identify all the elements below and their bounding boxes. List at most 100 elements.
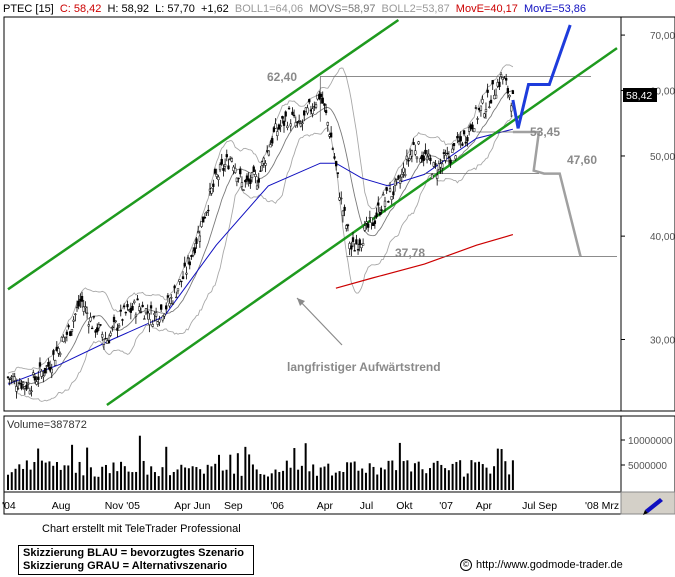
price-bar-body [329,132,333,138]
price-bar-162 [279,119,282,133]
scenario-sketches [511,24,582,258]
scenario-gray-path [512,130,582,258]
trend-channel [7,18,618,407]
price-bar-201 [345,223,348,232]
price-bar-body [282,120,286,126]
price-bar-body [234,168,237,173]
website-credit[interactable]: © http://www.godmode-trader.de [460,559,623,571]
y-axis-strip [620,16,675,412]
volume-bar-19 [78,461,81,490]
price-bar-body [412,142,415,145]
price-bar-body [289,123,292,127]
price-bar-235 [402,162,405,178]
volume-bar-130 [496,448,499,490]
price-bar-165 [284,110,287,122]
price-bar-body [355,239,358,245]
volume-bar-62 [240,475,243,490]
price-bar-255 [436,169,439,186]
volume-bar-52 [202,473,205,490]
x-tick-label-7: Jul [360,500,373,512]
price-bar-146 [252,164,255,173]
volume-bar-134 [511,460,514,490]
volume-bar-84 [323,466,326,490]
price-bar-199 [341,210,345,223]
price-bar-body [419,158,422,163]
volume-bar-116 [444,468,447,490]
price-bar-81 [143,315,146,320]
vol-tick-label-1: 5000000 [628,461,667,472]
price-bar-234 [400,168,403,182]
volume-bar-41 [161,467,164,490]
volume-bar-36 [142,460,145,490]
price-bar-238 [407,157,410,167]
price-bar-206 [353,243,356,252]
annot-level-5345: 53,45 [530,125,560,139]
price-bar-body [378,211,382,216]
price-bar-73 [129,302,133,320]
price-bar-body [314,104,318,108]
x-tick-label-0: '04 [2,500,16,512]
header-high: H: 58,92 [107,3,149,15]
price-bar-164 [282,116,286,133]
price-bar-190 [326,121,329,132]
price-bar-157 [271,135,274,147]
volume-bar-45 [176,469,179,490]
price-bar-body [101,334,104,338]
price-bar-76 [134,312,138,324]
volume-bar-42 [165,446,168,490]
price-bar-19 [38,357,42,371]
price-bar-body [400,174,403,178]
header-change: +1,62 [201,3,229,15]
price-bar-15 [32,369,35,379]
price-bar-body [382,194,385,196]
price-bar-body [461,143,464,146]
price-bar-9 [21,381,25,390]
price-bar-body [215,174,218,177]
price-bar-219 [375,207,378,219]
price-bar-body [286,125,289,128]
price-bar-36 [67,323,70,330]
header-move-red: MovE=40,17 [456,3,518,15]
price-bar-156 [269,140,272,148]
legend-gray: Skizzierung GRAU = Alternativszenario [23,560,228,572]
price-bar-body [436,174,439,179]
price-bar-22 [43,367,47,376]
price-bar-body [89,317,92,322]
x-tick-label-1: Aug [52,500,71,512]
price-bar-body [476,118,479,120]
price-bar-263 [449,157,452,168]
header-symbol: PTEC [15] [3,3,54,15]
price-bar-body [442,152,446,154]
price-bar-body [90,327,94,330]
website-url[interactable]: http://www.godmode-trader.de [476,559,623,571]
price-bar-body [163,313,166,317]
price-bar-175 [301,119,304,131]
price-bar-225 [385,186,388,194]
price-bar-body [447,156,451,159]
price-bar-body [351,237,355,242]
draw-pen-icon[interactable] [643,498,663,515]
price-bar-body [245,175,249,180]
volume-bar-61 [236,453,239,490]
price-bar-170 [292,109,296,119]
price-bar-body [264,163,267,166]
price-bar-224 [383,196,387,213]
price-bar-158 [272,126,276,133]
price-bar-body [154,312,158,317]
price-bar-155 [267,150,271,157]
price-bar-47 [85,306,89,319]
price-bar-body [43,367,47,374]
volume-bar-81 [312,464,315,490]
price-bar-250 [427,149,430,160]
volume-bar-51 [199,469,202,490]
price-bar-body [269,144,272,148]
annot-trend-label: langfristiger Aufwärtstrend [287,360,441,374]
volume-bar-14 [59,469,62,490]
volume-label: Volume=387872 [7,419,87,431]
price-bar-210 [360,243,363,252]
price-bar-131 [227,158,230,170]
volume-bar-105 [402,461,405,490]
price-bar-body [35,381,38,385]
volume-bars [7,435,514,490]
price-bar-115 [200,221,203,228]
